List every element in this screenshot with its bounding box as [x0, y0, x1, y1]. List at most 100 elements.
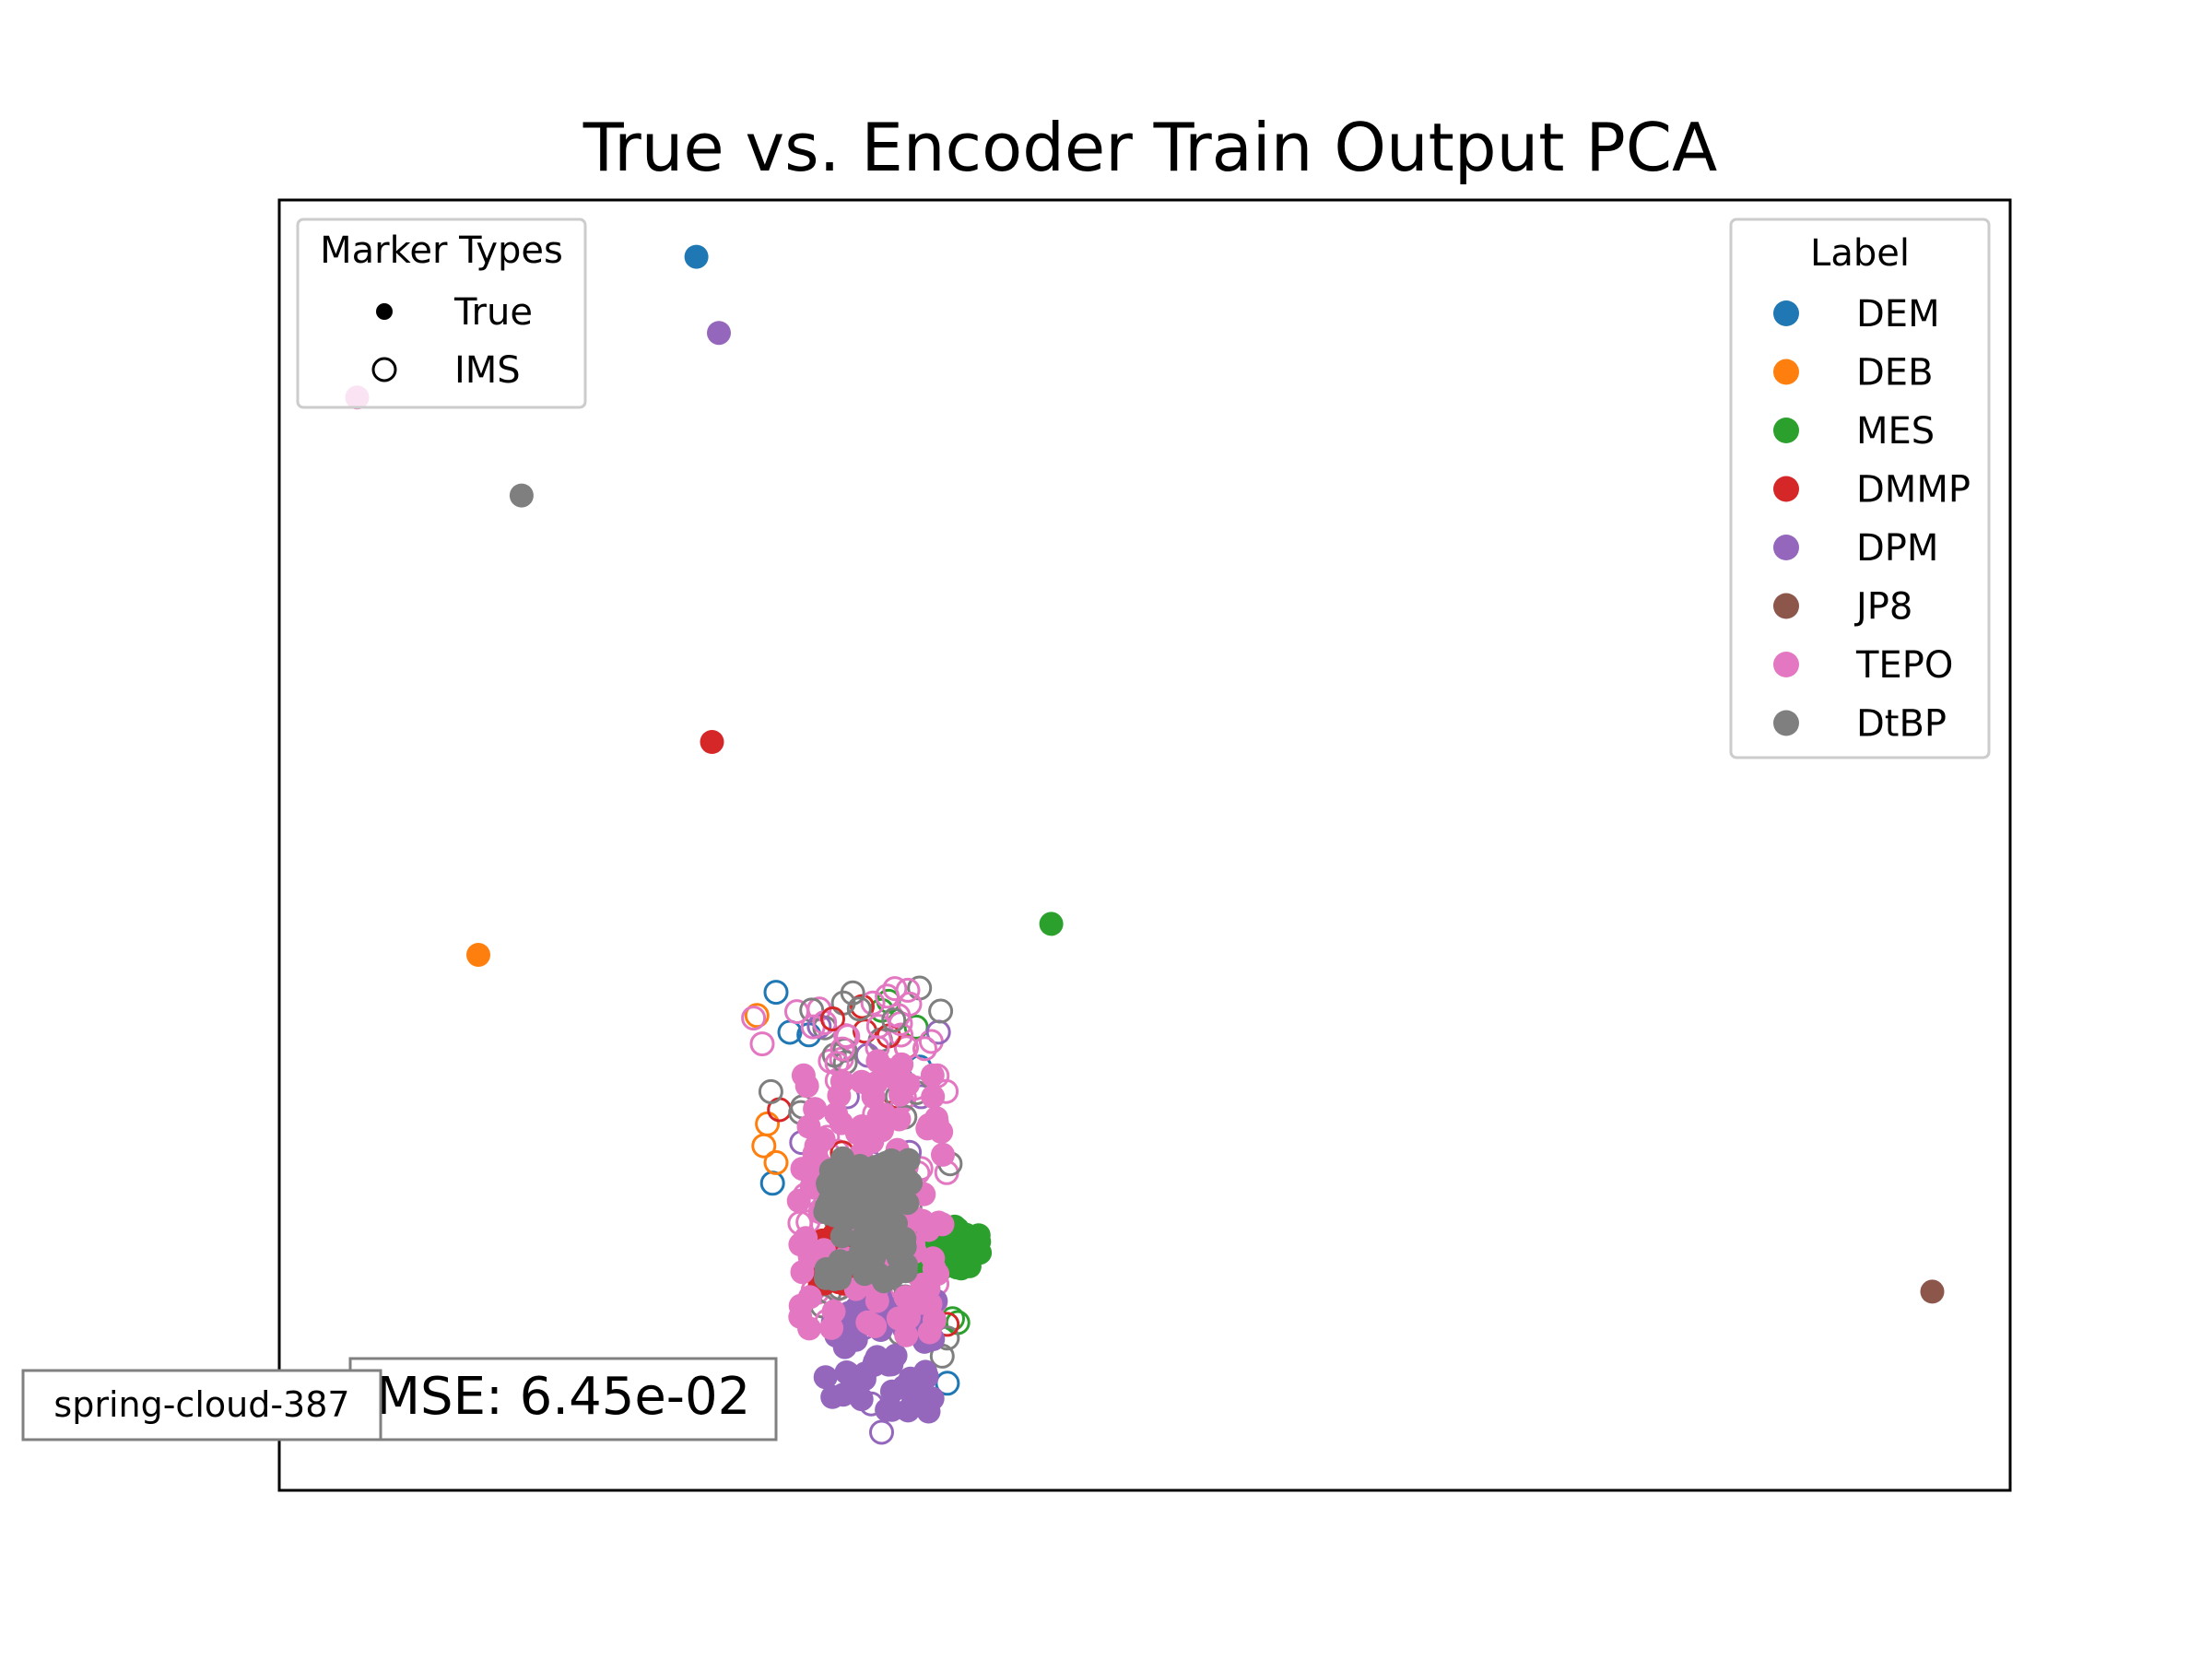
true-point-dmmp	[700, 730, 724, 754]
legend-swatch-dpm	[1773, 535, 1799, 560]
cluster-point-mes	[956, 1230, 981, 1253]
chart-title: True vs. Encoder Train Output PCA	[582, 109, 1718, 186]
legend-label-dem: DEM	[1856, 293, 1940, 335]
run-name-annotation-text: spring-cloud-387	[53, 1384, 349, 1425]
cluster-point-tepo	[918, 1291, 943, 1316]
cluster-point-tepo	[915, 1116, 940, 1141]
legend-label-tepo: TEPO	[1855, 644, 1953, 687]
cluster-point-dtbp	[862, 1245, 887, 1270]
cluster-point-dpm	[920, 1386, 945, 1411]
legend-label-dpm: DPM	[1856, 527, 1938, 570]
marker-legend-title: Marker Types	[320, 229, 563, 272]
cluster-point-dtbp	[874, 1150, 899, 1175]
cluster-point-dtbp	[891, 1162, 916, 1187]
cluster-point-dtbp	[818, 1167, 842, 1192]
hollow-marker-swatch	[371, 357, 397, 382]
ims-point-deb	[751, 1133, 777, 1159]
cluster-point-tepo	[921, 1084, 946, 1109]
marker-legend-frame	[296, 218, 587, 409]
label-legend-frame	[1729, 218, 1991, 759]
ims-point-tepo	[882, 976, 908, 1002]
plot-area	[277, 198, 2012, 1492]
cluster-point-dtbp	[844, 1171, 869, 1194]
ims-point-tepo	[784, 999, 809, 1025]
mse-annotation: MSE: 6.45e-02	[348, 1357, 778, 1441]
legend-label-deb: DEB	[1856, 352, 1934, 394]
cluster-point-tepo	[794, 1226, 818, 1251]
cluster-point-tepo	[894, 1323, 919, 1347]
legend-swatch-jp8	[1773, 593, 1799, 619]
legend-label-dmmp: DMMP	[1856, 469, 1971, 512]
run-name-annotation-frame	[21, 1369, 382, 1441]
cluster-point-tepo	[870, 1118, 894, 1143]
cluster-point-tepo	[910, 1272, 935, 1297]
filled-marker-swatch	[376, 303, 393, 320]
ims-point-tepo	[895, 977, 921, 1003]
ims-point-dtbp	[928, 998, 954, 1024]
cluster-point-dtbp	[857, 1219, 882, 1244]
ims-point-tepo	[835, 1024, 861, 1050]
cluster-point-dpm	[849, 1387, 874, 1412]
ims-point-dem	[763, 980, 789, 1006]
ims-point-dmmp	[820, 1006, 845, 1031]
cluster-point-dtbp	[841, 1205, 865, 1230]
ims-point-dtbp	[846, 996, 872, 1022]
ims-point-dtbp	[799, 997, 825, 1023]
ims-point-tepo	[865, 1014, 891, 1040]
label-legend: Label DEM DEB MES DMMP DPM JP8 TEPO DtBP	[1729, 218, 1991, 759]
true-point-dem	[684, 244, 709, 269]
label-legend-title: Label	[1810, 232, 1910, 275]
cluster-point-dtbp	[880, 1215, 905, 1240]
mse-annotation-text: MSE: 6.45e-02	[376, 1367, 751, 1427]
cluster-point-tepo	[865, 1288, 889, 1313]
plot-frame	[277, 198, 2012, 1492]
cluster-point-dtbp	[830, 1224, 854, 1249]
legend-swatch-dtbp	[1773, 710, 1799, 736]
cluster-point-tepo	[819, 1315, 844, 1340]
cluster-point-dpm	[813, 1365, 838, 1390]
cluster-point-tepo	[921, 1246, 946, 1271]
true-point-mes	[1039, 912, 1064, 936]
cluster-point-tepo	[917, 1320, 942, 1345]
ims-point-dpm	[869, 1419, 894, 1445]
ims-point-tepo	[830, 1036, 855, 1062]
cluster-point-tepo	[803, 1097, 828, 1122]
cluster-point-tepo	[797, 1316, 822, 1341]
cluster-point-dpm	[865, 1345, 889, 1370]
ims-point-tepo	[860, 990, 886, 1016]
true-point-dpm	[707, 321, 731, 346]
true-point-dtbp	[509, 483, 534, 508]
cluster-point-dtbp	[813, 1200, 838, 1225]
cluster-point-tepo	[830, 1069, 854, 1094]
ims-point-tepo	[888, 1022, 914, 1048]
cluster-point-tepo	[829, 1111, 853, 1135]
cluster-point-tepo	[794, 1074, 819, 1099]
cluster-point-tepo	[855, 1310, 880, 1335]
ims-point-dtbp	[881, 1007, 907, 1033]
ims-point-deb	[763, 1149, 789, 1175]
cluster-point-dpm	[896, 1398, 921, 1423]
ims-point-tepo	[749, 1031, 775, 1057]
cluster-point-dtbp	[822, 1266, 846, 1291]
cluster-point-dpm	[875, 1397, 900, 1422]
run-name-annotation: spring-cloud-387	[21, 1369, 382, 1441]
marker-legend-ims-label: IMS	[454, 349, 521, 392]
cluster-point-dpm	[835, 1360, 860, 1385]
cluster-point-dpm	[892, 1374, 916, 1399]
true-cluster-points	[786, 1049, 993, 1424]
legend-label-dtbp: DtBP	[1856, 703, 1947, 746]
legend-swatch-dem	[1773, 300, 1799, 326]
ims-point-tepo	[912, 1036, 937, 1062]
label-legend-entries: DEM DEB MES DMMP DPM JP8 TEPO DtBP	[1773, 293, 1971, 746]
ims-point-tepo	[897, 991, 923, 1017]
cluster-point-tepo	[850, 1114, 875, 1138]
cluster-point-dtbp	[860, 1198, 885, 1223]
cluster-point-tepo	[861, 1084, 886, 1109]
ims-point-deb	[744, 1003, 770, 1029]
cluster-point-dtbp	[893, 1259, 918, 1284]
legend-swatch-deb	[1773, 359, 1799, 385]
cluster-point-dtbp	[830, 1149, 855, 1174]
ims-point-dtbp	[758, 1078, 783, 1104]
mse-annotation-frame	[348, 1357, 778, 1441]
